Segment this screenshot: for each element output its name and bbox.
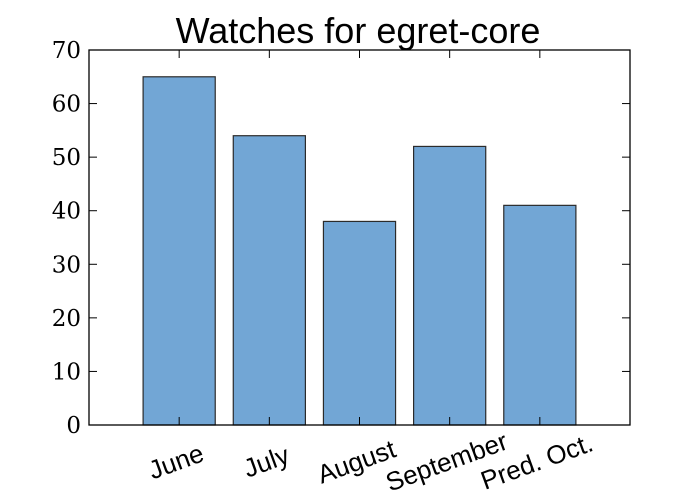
y-tick-label: 40 — [52, 199, 81, 225]
x-tick-label: June — [144, 438, 207, 485]
bars-group — [142, 76, 577, 426]
y-tick-label: 0 — [66, 413, 81, 439]
y-axis: 0 10 20 30 40 50 60 70 — [52, 38, 630, 439]
bar-july — [232, 135, 306, 426]
y-tick-label: 20 — [52, 306, 81, 332]
y-tick-label: 10 — [52, 359, 81, 385]
plot-frame — [88, 49, 631, 426]
bar-august — [322, 220, 397, 426]
chart-title: Watches for egret-core — [176, 10, 541, 51]
y-tick-label: 70 — [52, 38, 81, 64]
bar-june — [142, 76, 216, 426]
x-tick-label: July — [239, 440, 293, 484]
bar-september — [413, 145, 487, 426]
bar-pred-oct — [503, 204, 577, 426]
y-tick-label: 60 — [52, 92, 81, 118]
y-tick-label: 30 — [52, 252, 81, 278]
y-tick-label: 50 — [52, 145, 81, 171]
